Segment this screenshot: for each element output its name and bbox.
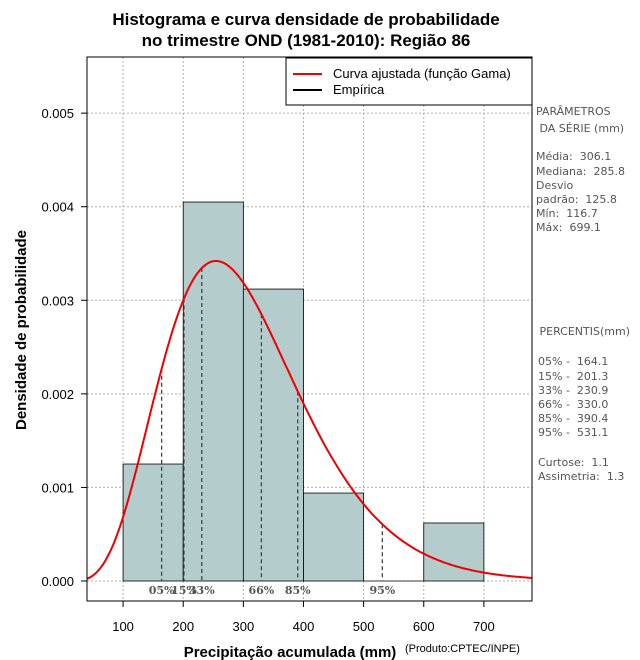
param-min: Mín: 116.7 [536,207,598,220]
fitted-curve [86,260,532,580]
params-header-line-2: DA SÉRIE (mm) [536,122,624,135]
legend-box [285,57,533,106]
y-tick-label-1: 0.001 [41,480,74,495]
stat-skewness: Assimetria: 1.3 [538,470,624,483]
percentile-label-15%: 15% [171,584,197,597]
y-tick-label-5: 0.005 [41,106,74,121]
param-mean: Média: 306.1 [536,150,611,163]
histogram-bar-2 [242,288,304,582]
y-tick-label-0: 0.000 [41,574,74,589]
legend: Curva ajustada (função Gama) Empírica [285,57,533,106]
x-tick-label-100: 100 [112,619,134,634]
params-header-line-1: PARÂMETROS [536,105,611,118]
x-tick-label-300: 300 [232,619,254,634]
plot-frame [86,56,533,602]
y-tick-label-3: 0.003 [41,293,74,308]
x-tick-label-700: 700 [473,619,495,634]
stat-kurtosis: Curtose: 1.1 [538,456,609,469]
product-credit: (Produto:CPTEC/INPE) [405,643,520,655]
x-axis-label: Precipitação acumulada (mm) [184,644,397,660]
x-tick-label-600: 600 [413,619,435,634]
y-axis-label: Densidade de probabilidade [13,230,30,430]
histogram-bar-1 [182,201,244,582]
histogram-bar-3 [303,492,365,582]
x-axis-ticks: 100 200 300 400 500 600 700 [112,601,495,634]
y-tick-label-4: 0.004 [41,200,74,215]
histogram-bar-0 [122,463,184,582]
legend-curve-label: Curva ajustada (função Gama) [333,66,511,81]
percentile-label-95%: 95% [369,584,395,597]
percentil-05: 05% - 164.1 [538,355,608,368]
param-median: Mediana: 285.8 [536,165,625,178]
y-axis-ticks: 0.000 0.001 0.002 0.003 0.004 0.005 [41,106,87,589]
percentil-33: 33% - 230.9 [538,384,608,397]
y-tick-label-2: 0.002 [41,387,74,402]
chart-title-line-2: no trimestre OND (1981-2010): Região 86 [142,31,471,50]
x-tick-label-500: 500 [353,619,375,634]
x-tick-label-200: 200 [172,619,194,634]
percentis-header: PERCENTIS(mm) [536,325,630,338]
x-tick-label-400: 400 [293,619,315,634]
percentile-lines [160,268,383,581]
percentil-66: 66% - 330.0 [538,398,608,411]
gamma-curve-line [86,260,532,580]
legend-empirical-label: Empírica [333,82,385,97]
param-max: Máx: 699.1 [536,221,601,234]
percentile-labels: 05%15%33% 66% 85% 95% [149,584,396,597]
percentil-85: 85% - 390.4 [538,412,608,425]
histogram-bar-5 [423,522,485,582]
percentil-95: 95% - 531.1 [538,426,608,439]
percentile-label-33%: 33% [189,584,215,597]
percentile-label-05%: 05% [149,584,175,597]
percentil-15: 15% - 201.3 [538,370,608,383]
chart-title-line-1: Histograma e curva densidade de probabil… [112,10,499,29]
percentile-label-85%: 85% [285,584,311,597]
side-panel: PARÂMETROS DA SÉRIE (mm) Média: 306.1 Me… [536,105,630,483]
param-sd: padrão: 125.8 [536,193,617,206]
histogram-bars [122,201,485,582]
percentile-label-66%: 66% [249,584,275,597]
param-sd-label: Desvio [536,179,574,192]
